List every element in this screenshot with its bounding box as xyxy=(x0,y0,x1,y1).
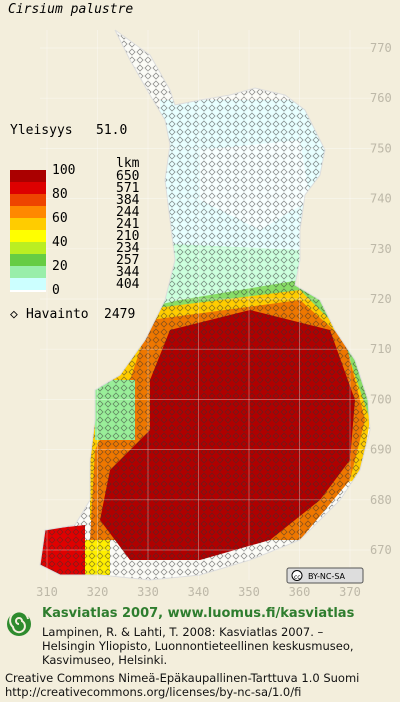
east-label: 320 xyxy=(87,585,109,599)
north-label: 680 xyxy=(370,493,392,507)
legend-swatch xyxy=(10,206,46,218)
legend-swatch xyxy=(10,266,46,278)
north-label: 710 xyxy=(370,342,392,356)
count-label: 344 xyxy=(116,265,140,280)
legend-swatch xyxy=(10,182,46,194)
citation-line: Kasvimuseo, Helsinki. xyxy=(42,653,167,667)
observation-marker: ◇ xyxy=(10,307,18,322)
count-label: 210 xyxy=(116,229,139,244)
count-header: lkm xyxy=(116,156,140,171)
legend-swatch xyxy=(10,170,46,182)
scale-label: 60 xyxy=(52,211,68,226)
count-label: 384 xyxy=(116,193,140,208)
north-label: 690 xyxy=(370,443,392,457)
north-label: 760 xyxy=(370,91,392,105)
count-label: 404 xyxy=(116,277,140,292)
count-label: 234 xyxy=(116,241,140,256)
scale-label: 40 xyxy=(52,235,68,250)
footer-heading: Kasviatlas 2007, www.luomus.fi/kasviatla… xyxy=(42,606,355,621)
observations-value: 2479 xyxy=(104,307,135,322)
map-fill xyxy=(40,30,370,580)
license-badge-text: BY-NC-SA xyxy=(308,572,346,581)
legend-swatch xyxy=(10,278,46,290)
north-label: 670 xyxy=(370,543,392,557)
legend-swatch xyxy=(10,290,46,292)
north-label: 730 xyxy=(370,242,392,256)
license-line: http://creativecommons.org/licenses/by-n… xyxy=(5,685,301,699)
north-label: 770 xyxy=(370,41,392,55)
count-label: 244 xyxy=(116,205,140,220)
grid: 770 760 750 740 730 720 710 700 690 680 670 310 320 3… xyxy=(36,30,392,599)
citation-line: Helsingin Yliopisto, Luonnontieteellinen… xyxy=(42,639,354,653)
north-label: 700 xyxy=(370,392,392,406)
frequency-label: Yleisyys xyxy=(10,123,73,138)
east-label: 370 xyxy=(339,585,361,599)
east-label: 340 xyxy=(188,585,210,599)
logo xyxy=(7,610,31,636)
east-label: 350 xyxy=(238,585,260,599)
legend-swatch xyxy=(10,254,46,266)
count-label: 650 xyxy=(116,169,139,184)
east-label: 330 xyxy=(137,585,159,599)
east-label: 360 xyxy=(289,585,311,599)
north-label: 720 xyxy=(370,292,392,306)
species-title: Cirsium palustre xyxy=(8,2,133,17)
east-label: 310 xyxy=(36,585,58,599)
scale-label: 0 xyxy=(52,283,60,298)
north-label: 740 xyxy=(370,192,392,206)
country-outline xyxy=(39,29,371,581)
legend-swatch xyxy=(10,194,46,206)
legend-swatch xyxy=(10,218,46,230)
scale-label: 20 xyxy=(52,259,68,274)
svg-text:cc: cc xyxy=(294,574,301,581)
citation-line: Lampinen, R. & Lahti, T. 2008: Kasviatla… xyxy=(42,625,324,639)
license-line: Creative Commons Nimeä-Epäkaupallinen-Ta… xyxy=(5,671,359,685)
legend-swatch xyxy=(10,242,46,254)
observations-label: Havainto xyxy=(26,307,89,322)
count-label: 241 xyxy=(116,217,139,232)
legend: 100 80 60 40 20 0 6505713842442412102342573444… xyxy=(10,163,140,298)
scale-label: 100 xyxy=(52,163,75,178)
count-label: 571 xyxy=(116,181,139,196)
legend-swatch xyxy=(10,230,46,242)
scale-label: 80 xyxy=(52,187,68,202)
frequency-value: 51.0 xyxy=(96,123,127,138)
license-badge: cc BY-NC-SA xyxy=(286,567,364,584)
count-label: 257 xyxy=(116,253,139,268)
north-label: 750 xyxy=(370,141,392,155)
